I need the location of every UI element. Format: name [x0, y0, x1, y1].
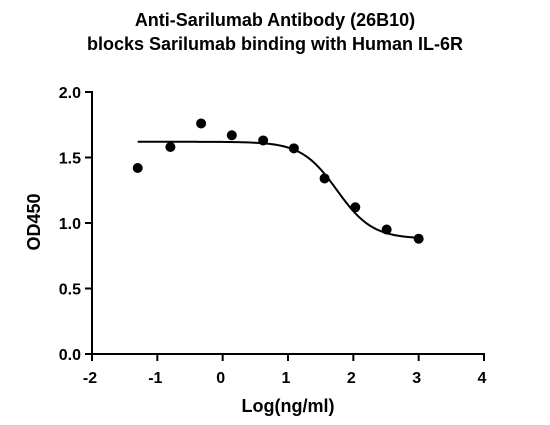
- fit-curve-group: [137, 140, 419, 239]
- y-tick-label: 1.0: [59, 216, 81, 233]
- x-tick-label: 4: [478, 370, 487, 387]
- data-point: [413, 233, 424, 244]
- data-point: [196, 118, 207, 129]
- data-points: [132, 118, 424, 244]
- y-axis-label: OD450: [24, 193, 44, 250]
- chart-title-line-1: Anti-Sarilumab Antibody (26B10): [134, 10, 416, 30]
- data-point: [258, 135, 269, 146]
- data-point: [226, 130, 237, 141]
- x-tick-label: 1: [282, 370, 291, 387]
- data-point: [319, 173, 330, 184]
- data-point: [350, 202, 361, 213]
- chart-title-line-2: blocks Sarilumab binding with Human IL-6…: [86, 34, 464, 54]
- fit-curve: [137, 140, 419, 239]
- x-tick-label: 3: [412, 370, 421, 387]
- x-tick-label: 2: [347, 370, 356, 387]
- x-tick-label: -1: [148, 370, 162, 387]
- y-tick-label: 0.5: [59, 282, 81, 299]
- data-point: [381, 224, 392, 235]
- x-axis-label: Log(ng/ml): [242, 396, 335, 416]
- y-tick-label: 0.0: [59, 347, 81, 364]
- x-tick-label: -2: [83, 370, 97, 387]
- x-tick-label: 0: [216, 370, 225, 387]
- data-point: [132, 162, 143, 173]
- data-point: [288, 143, 299, 154]
- axes: -2 -1 0 1 2 3 4 0.0 0.5 1.0 1.5 2.0: [59, 85, 487, 387]
- y-tick-label: 2.0: [59, 85, 81, 102]
- data-point: [165, 142, 176, 153]
- y-tick-label: 1.5: [59, 151, 81, 168]
